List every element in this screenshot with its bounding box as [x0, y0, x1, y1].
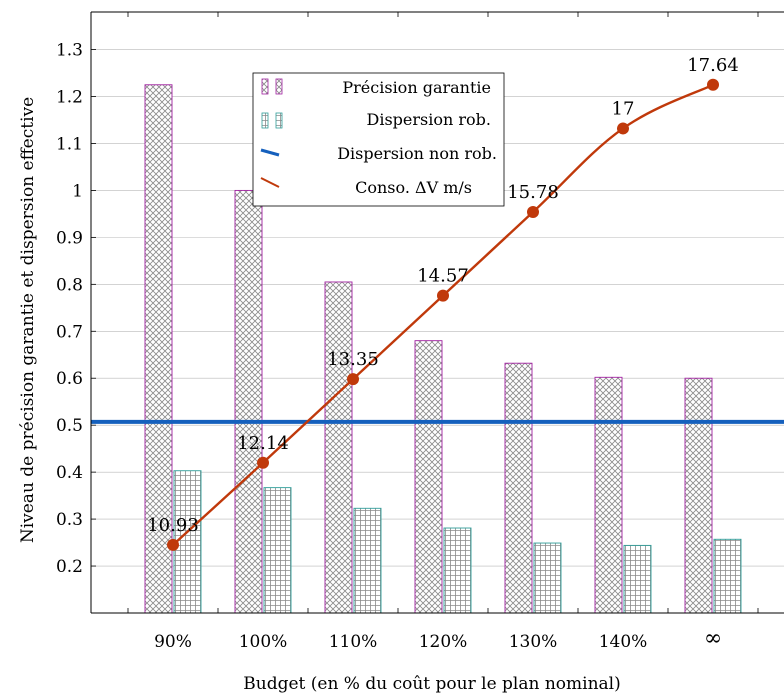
bar-precision-garantie — [504, 362, 533, 614]
bar-precision-garantie — [684, 377, 713, 614]
legend: Précision garantie Dispersion rob. Dispe… — [252, 72, 505, 207]
y-tick-label: 1.2 — [56, 88, 83, 108]
y-tick-label: 0.6 — [56, 369, 83, 389]
bar-precision-garantie — [144, 84, 173, 614]
legend-item-precision: Précision garantie — [261, 78, 491, 97]
legend-swatch-dispersion-non-rob — [260, 148, 280, 157]
bar-dispersion-rob — [533, 542, 562, 614]
conso-data-label: 12.14 — [237, 433, 289, 454]
bar-dispersion-rob — [443, 527, 472, 614]
conso-data-label: 15.78 — [507, 182, 559, 203]
legend-box — [252, 72, 505, 207]
bar-dispersion-rob — [713, 538, 742, 614]
legend-item-conso: Conso. ΔV m/s — [260, 177, 472, 197]
bar-precision-garantie — [594, 376, 623, 614]
bar-dispersion-rob — [173, 470, 202, 614]
legend-label-dispersion-rob: Dispersion rob. — [367, 110, 491, 129]
x-axis-title: Budget (en % du coût pour le plan nomina… — [243, 674, 620, 694]
legend-swatch-precision-2 — [275, 78, 283, 95]
conso-point — [347, 373, 359, 386]
x-tick-label: 120% — [419, 632, 468, 652]
y-tick-label: 1.1 — [56, 134, 83, 154]
x-tick-label: 140% — [599, 632, 648, 652]
y-tick-label: 0.4 — [56, 463, 83, 483]
conso-line: 10.93 12.14 13.35 14.57 15.78 17 17.64 — [147, 55, 739, 551]
x-tick-label: 130% — [509, 632, 558, 652]
y-tick-label: 0.8 — [56, 275, 83, 295]
bar-dispersion-rob — [353, 507, 382, 614]
conso-data-label: 14.57 — [417, 266, 469, 287]
legend-label-precision: Précision garantie — [342, 78, 491, 97]
legend-label-conso: Conso. ΔV m/s — [355, 178, 472, 197]
bars — [144, 84, 742, 614]
plot-frame — [90, 11, 784, 614]
y-tick-label: 0.2 — [56, 557, 83, 577]
y-axis: 0.2 0.3 0.4 0.5 0.6 0.7 0.8 0.9 1 1.1 1.2 1.3 — [56, 41, 96, 577]
bar-precision-garantie — [234, 189, 263, 614]
y-axis-title: Niveau de précision garantie et dispersi… — [18, 97, 38, 543]
y-tick-label: 1 — [72, 181, 83, 201]
conso-data-label: 17 — [612, 98, 635, 119]
y-tick-label: 0.9 — [56, 228, 83, 248]
y-tick-label: 1.3 — [56, 41, 83, 61]
conso-point — [167, 538, 179, 551]
conso-data-label: 17.64 — [687, 55, 739, 76]
legend-swatch-dispersion-rob-1 — [261, 112, 269, 129]
y-tick-label: 0.7 — [56, 322, 83, 342]
conso-point — [257, 456, 269, 469]
legend-swatch-dispersion-rob-2 — [275, 112, 283, 129]
legend-label-dispersion-non-rob: Dispersion non rob. — [337, 144, 497, 163]
legend-item-dispersion-rob: Dispersion rob. — [261, 110, 491, 129]
x-tick-label: ∞ — [704, 626, 722, 651]
x-tick-label: 90% — [154, 632, 192, 652]
conso-point — [617, 122, 629, 135]
legend-swatch-conso — [260, 177, 280, 188]
y-tick-label: 0.5 — [56, 416, 83, 436]
bar-dispersion-rob — [623, 544, 652, 614]
conso-point — [527, 206, 539, 219]
bar-precision-garantie — [414, 340, 443, 614]
y-tick-label: 0.3 — [56, 510, 83, 530]
x-axis: 90% 100% 110% 120% 130% 140% ∞ — [127, 12, 759, 652]
bar-precision-garantie — [324, 281, 353, 614]
conso-data-label: 10.93 — [147, 515, 199, 536]
conso-data-label: 13.35 — [327, 349, 379, 370]
x-tick-label: 110% — [329, 632, 378, 652]
legend-swatch-precision-1 — [261, 78, 269, 95]
x-tick-label: 100% — [239, 632, 288, 652]
legend-item-dispersion-non-rob: Dispersion non rob. — [260, 144, 497, 163]
bar-dispersion-rob — [263, 487, 292, 614]
conso-point — [707, 78, 719, 91]
conso-point — [437, 289, 449, 302]
